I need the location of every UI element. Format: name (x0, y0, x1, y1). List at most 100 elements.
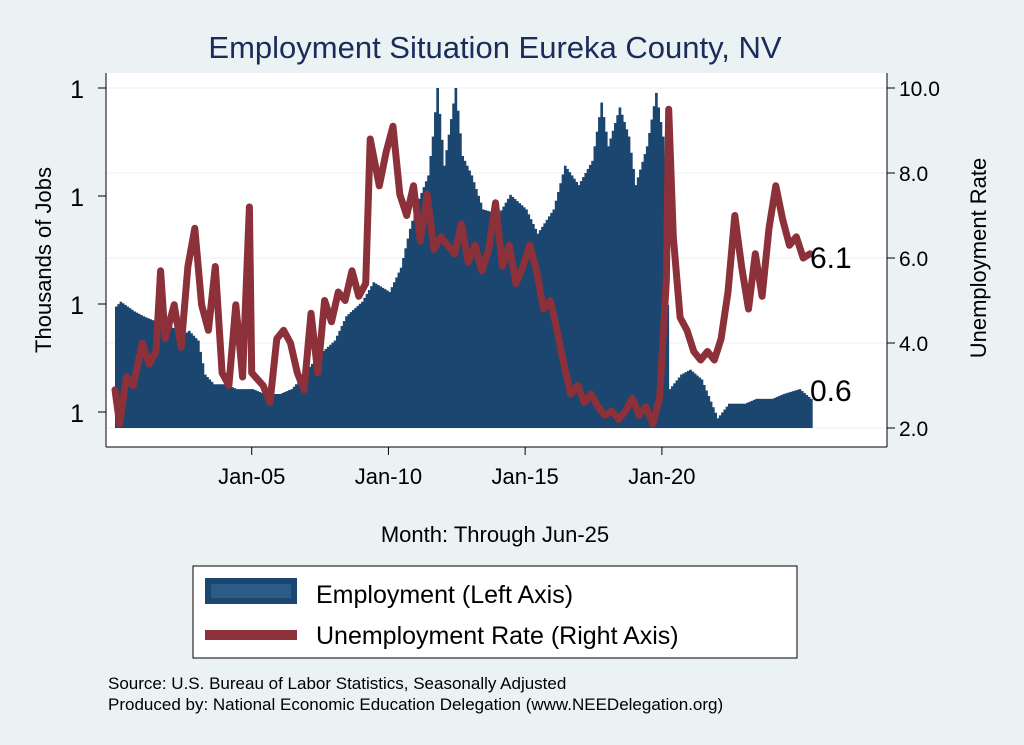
x-axis-label: Month: Through Jun-25 (381, 522, 609, 547)
employment-bar (807, 396, 811, 428)
employment-bar (456, 110, 460, 429)
y-left-label: Thousands of Jobs (31, 167, 56, 353)
unemployment-line (111, 105, 814, 428)
employment-bar (208, 379, 212, 428)
produced-line: Produced by: National Economic Education… (108, 695, 723, 714)
employment-bar (206, 377, 209, 428)
employment-bar (276, 394, 280, 428)
employment-bar (377, 285, 380, 428)
employment-bar (609, 138, 613, 428)
employment-bar (673, 383, 676, 428)
employment-bar (691, 371, 695, 428)
employment-bar (434, 112, 437, 428)
employment-bar (363, 297, 367, 428)
employment-bar (755, 398, 758, 428)
employment-bar (326, 346, 330, 428)
employment-bar (299, 379, 303, 428)
employment-bar (345, 316, 348, 428)
employment-bar (235, 389, 239, 428)
employment-bar (611, 130, 615, 429)
employment-bar (693, 373, 697, 428)
employment-bar (315, 358, 319, 428)
employment-bar (203, 374, 207, 428)
employment-bar (390, 287, 394, 428)
employment-bar (249, 389, 253, 428)
employment-bar (778, 395, 781, 428)
employment-bar (650, 119, 654, 428)
employment-bar (329, 344, 332, 428)
employment-bar (351, 310, 355, 428)
employment-bar (365, 293, 369, 428)
employment-bar (759, 398, 763, 428)
employment-bar (308, 366, 312, 428)
employment-bar (730, 403, 733, 428)
employment-bar (716, 418, 720, 428)
employment-bar (181, 335, 184, 428)
employment-bar (165, 324, 168, 428)
employment-bar (443, 165, 446, 428)
chart-title: Employment Situation Eureka County, NV (208, 30, 782, 65)
employment-bar (604, 131, 608, 428)
y-left-tick-label: 1 (70, 76, 84, 104)
employment-bar (698, 377, 702, 428)
employment-bar (119, 301, 123, 428)
employment-bar (800, 391, 804, 428)
employment-bar (411, 220, 414, 428)
employment-bar (399, 267, 403, 428)
employment-bar (429, 156, 433, 428)
employment-bar (529, 219, 533, 428)
employment-bar (445, 150, 449, 429)
employment-bar (197, 340, 200, 428)
employment-bar (292, 386, 296, 428)
employment-bar (784, 393, 788, 428)
employment-bar (532, 224, 535, 428)
employment-bar (602, 117, 606, 428)
employment-bar (224, 384, 228, 428)
employment-bar (231, 387, 234, 428)
employment-bar (748, 401, 752, 428)
employment-bar (557, 191, 560, 428)
employment-bar (333, 340, 337, 428)
employment-bar (297, 381, 300, 428)
employment-bar (418, 198, 421, 428)
employment-bar (712, 407, 715, 428)
employment-bar (707, 396, 711, 428)
employment-bar (616, 115, 619, 428)
employment-bar (283, 392, 287, 428)
employment-bar (274, 394, 278, 428)
employment-bar (393, 282, 396, 428)
employment-bar (773, 397, 777, 428)
employment-bar (267, 394, 271, 428)
employment-bar (588, 164, 592, 428)
employment-bar (527, 214, 531, 428)
employment-bar (634, 185, 638, 428)
employment-bar (732, 403, 736, 428)
employment-bar (228, 386, 232, 428)
unemployment-line-path (111, 105, 814, 428)
end-label-employment: 0.6 (810, 375, 852, 408)
employment-bar (178, 333, 182, 428)
employment-bar (762, 398, 765, 428)
employment-bar (625, 129, 629, 429)
employment-bar (725, 406, 729, 428)
employment-bar (484, 210, 487, 428)
employment-bar (465, 165, 469, 428)
employment-bar (798, 389, 802, 428)
employment-bar (723, 409, 727, 428)
employment-bar (162, 323, 166, 428)
employment-bar (488, 211, 492, 428)
employment-bar (463, 160, 467, 429)
employment-bar (575, 181, 578, 428)
employment-bar (607, 146, 610, 429)
employment-bar (775, 396, 779, 428)
y-right-tick-label: 6.0 (899, 248, 928, 271)
employment-bar (156, 321, 159, 428)
employment-bar (666, 304, 670, 428)
employment-bar (771, 398, 774, 428)
employment-bar (675, 380, 679, 428)
employment-bar (317, 355, 321, 428)
employment-bar (794, 390, 797, 428)
employment-bar (288, 390, 291, 428)
employment-bar (174, 329, 177, 428)
employment-bar (217, 384, 221, 428)
